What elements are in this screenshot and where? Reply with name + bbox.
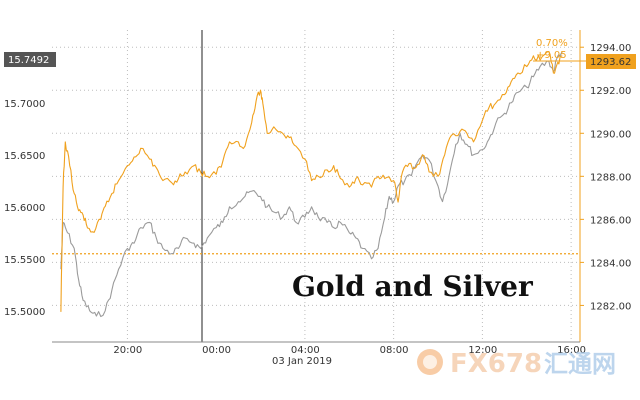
chart-title: Gold and Silver — [292, 270, 534, 303]
series-group — [60, 50, 563, 318]
left-current-tag — [4, 52, 56, 67]
x-tick-label: 00:00 — [202, 345, 231, 356]
change-percent: 0.70% — [536, 38, 568, 49]
x-tick-label: 20:00 — [113, 345, 142, 356]
x-tick-label: 04:00 — [291, 345, 320, 356]
watermark-cn: 汇通网 — [544, 350, 616, 378]
right-tick-label: 1290.00 — [590, 129, 631, 140]
left-current-value: 15.7492 — [8, 55, 49, 66]
right-tick-label: 1288.00 — [590, 172, 631, 183]
right-tick-label: 1282.00 — [590, 301, 631, 312]
left-tick-label: 15.6500 — [4, 151, 45, 162]
right-tick-label: 1292.00 — [590, 86, 631, 97]
right-tick-label: 1294.00 — [590, 43, 631, 54]
fx678-watermark: FX678 汇通网 — [417, 349, 616, 379]
left-tick-label: 15.6000 — [4, 203, 45, 214]
change-absolute: +9.05 — [536, 50, 567, 61]
x-tick-label: 12:00 — [468, 345, 497, 356]
watermark-logo-inner — [423, 355, 437, 369]
right-tick-label: 1284.00 — [590, 258, 631, 269]
right-tick-label: 1286.00 — [590, 215, 631, 226]
left-tick-label: 15.7000 — [4, 99, 45, 110]
x-date-label: 03 Jan 2019 — [272, 356, 332, 367]
right-current-tag — [586, 54, 636, 69]
series-line-silver — [60, 51, 563, 318]
left-tick-label: 15.5500 — [4, 255, 45, 266]
left-tick-label: 15.5000 — [4, 307, 45, 318]
series-line-gold — [60, 50, 563, 312]
watermark-text: FX678 — [450, 349, 542, 379]
x-tick-label: 16:00 — [557, 345, 586, 356]
axes: 20:00 00:00 04:00 08:00 12:00 16:00 15.5000 15.… — [4, 30, 631, 356]
x-tick-label: 08:00 — [380, 345, 409, 356]
right-current-value: 1293.62 — [590, 57, 631, 68]
